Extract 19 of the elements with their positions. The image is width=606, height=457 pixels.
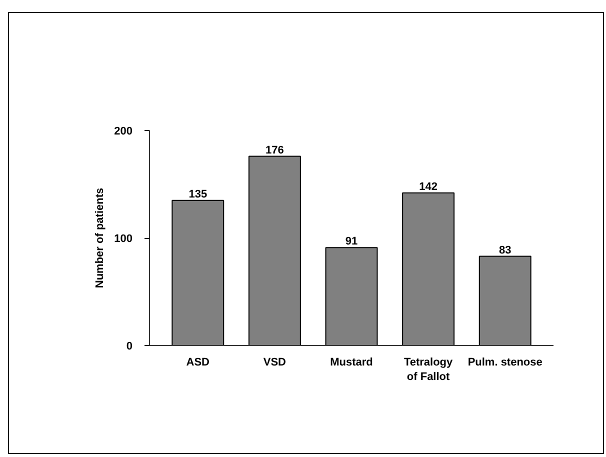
bar [172,200,224,346]
x-tick-label: Tetralogy of Fallot [404,356,454,383]
data-label: 176 [266,144,284,156]
bar [248,156,301,346]
data-label: 135 [188,188,208,200]
y-tick-label: 100 [114,233,133,245]
x-tick-label: VSD [263,356,286,368]
y-tick-label: 200 [114,126,133,138]
y-tick-label: 0 [126,340,133,352]
bar [402,192,455,346]
x-tick-label: Mustard [330,356,373,368]
bar [478,256,532,346]
data-label: 142 [419,180,438,193]
x-tick-label: Pulm. stenose [468,356,542,368]
data-label: 83 [498,244,512,256]
bar [325,247,378,346]
y-axis-title: Number of patients [94,188,106,288]
data-label: 91 [345,236,358,248]
x-tick-label: ASD [186,356,210,368]
